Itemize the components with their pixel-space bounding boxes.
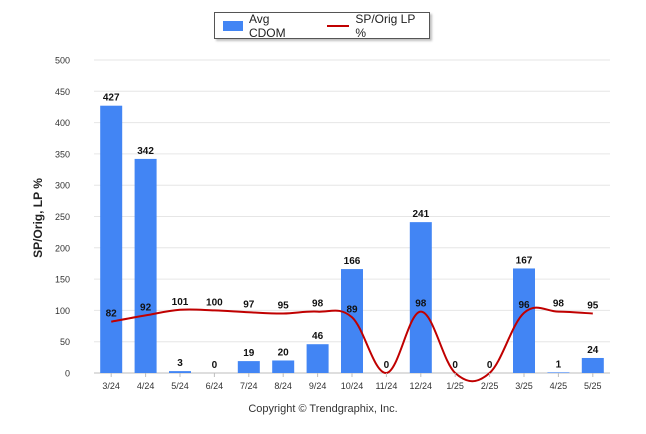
- x-tick-label-4/25: 4/25: [550, 381, 568, 391]
- bar-label-4/24: 342: [137, 146, 154, 157]
- x-tick-label-3/25: 3/25: [515, 381, 533, 391]
- bar-label-1/25: 0: [452, 360, 458, 371]
- x-tick-label-5/24: 5/24: [171, 381, 189, 391]
- bar-label-7/24: 19: [243, 348, 255, 359]
- bar-9/24: [306, 344, 329, 373]
- line-data-labels: 82 92 101 100 97 95 98 89 98 96 98 95: [106, 297, 599, 320]
- line-label-10/24: 89: [346, 304, 358, 315]
- y-axis-label: SP/Orig, LP %: [31, 178, 45, 258]
- x-tick-label-12/24: 12/24: [410, 381, 433, 391]
- bar-label-11/24: 0: [384, 360, 390, 371]
- legend: Avg CDOM SP/Orig LP %: [214, 12, 430, 40]
- line-label-3/24: 82: [106, 309, 118, 320]
- bar-label-3/24: 427: [103, 93, 120, 104]
- line-label-3/25: 96: [518, 300, 530, 311]
- bar-4/24: [134, 158, 157, 373]
- x-tick-label-4/24: 4/24: [137, 381, 155, 391]
- x-tick-label-3/24: 3/24: [102, 381, 120, 391]
- line-label-6/24: 100: [206, 297, 223, 308]
- y-tick-label-250: 250: [55, 212, 70, 222]
- y-tick-label-450: 450: [55, 87, 70, 97]
- x-tick-label-5/25: 5/25: [584, 381, 602, 391]
- y-tick-label-350: 350: [55, 149, 70, 159]
- y-tick-label-0: 0: [65, 369, 70, 379]
- bar-label-12/24: 241: [412, 209, 429, 220]
- bar-12/24: [409, 222, 432, 373]
- bar-label-8/24: 20: [278, 347, 290, 358]
- bar-label-4/25: 1: [556, 359, 562, 370]
- x-tick-label-2/25: 2/25: [481, 381, 499, 391]
- y-axis-ticks: 0 50 100 150 200 250 300 350 400 450 500: [55, 56, 70, 379]
- bar-label-10/24: 166: [344, 256, 361, 267]
- y-tick-label-150: 150: [55, 275, 70, 285]
- copyright-text: Copyright © Trendgraphix, Inc.: [248, 403, 398, 415]
- line-label-5/25: 95: [587, 301, 599, 312]
- x-tick-label-8/24: 8/24: [274, 381, 292, 391]
- line-label-4/24: 92: [140, 302, 152, 313]
- line-label-5/24: 101: [172, 297, 189, 308]
- bar-10/24: [341, 269, 363, 373]
- legend-line-label: SP/Orig LP %: [355, 11, 416, 40]
- bar-5/24: [169, 371, 191, 373]
- x-tick-label-11/24: 11/24: [375, 381, 397, 391]
- x-tick-label-7/24: 7/24: [240, 381, 258, 391]
- x-tick-label-1/25: 1/25: [446, 381, 464, 391]
- bar-label-5/24: 3: [177, 358, 183, 369]
- bar-7/24: [237, 361, 260, 373]
- x-tick-label-9/24: 9/24: [309, 381, 327, 391]
- bar-label-3/25: 167: [516, 255, 533, 266]
- bar-3/25: [513, 268, 535, 373]
- line-path: [111, 306, 593, 383]
- bar-3/24: [100, 105, 123, 373]
- legend-bar-label: Avg CDOM: [248, 11, 286, 40]
- bar-8/24: [272, 360, 295, 373]
- legend-line-swatch: [327, 24, 350, 27]
- line-label-4/25: 98: [553, 299, 565, 310]
- y-tick-label-400: 400: [55, 118, 70, 128]
- y-tick-label-300: 300: [55, 181, 70, 191]
- legend-item-line: SP/Orig LP %: [309, 12, 429, 40]
- line-label-7/24: 97: [243, 299, 255, 310]
- y-tick-label-50: 50: [60, 337, 70, 347]
- bar-4/25: [547, 372, 570, 373]
- line-series: [111, 306, 593, 383]
- bar-label-9/24: 46: [312, 331, 324, 342]
- x-tick-label-10/24: 10/24: [341, 381, 364, 391]
- x-tick-label-6/24: 6/24: [206, 381, 224, 391]
- bar-label-6/24: 0: [212, 360, 218, 371]
- bar-series: [100, 105, 604, 373]
- y-tick-label-200: 200: [55, 243, 70, 253]
- line-label-12/24: 98: [415, 299, 427, 310]
- line-label-8/24: 95: [278, 301, 290, 312]
- bar-label-5/25: 24: [587, 345, 599, 356]
- y-tick-label-100: 100: [55, 306, 70, 316]
- x-axis-ticks: 3/24 4/24 5/24 6/24 7/24 8/24 9/24 10/24 11/24 12…: [102, 373, 602, 391]
- legend-bar-swatch: [223, 20, 243, 31]
- legend-item-bar: Avg CDOM: [215, 12, 309, 40]
- bar-5/25: [581, 357, 604, 373]
- bar-label-2/25: 0: [487, 360, 493, 371]
- bar-data-labels: 427 342 3 0 19 20 46 166 0 241 0 0 167 1 24: [103, 93, 599, 371]
- line-label-9/24: 98: [312, 299, 324, 310]
- y-tick-label-500: 500: [55, 56, 70, 66]
